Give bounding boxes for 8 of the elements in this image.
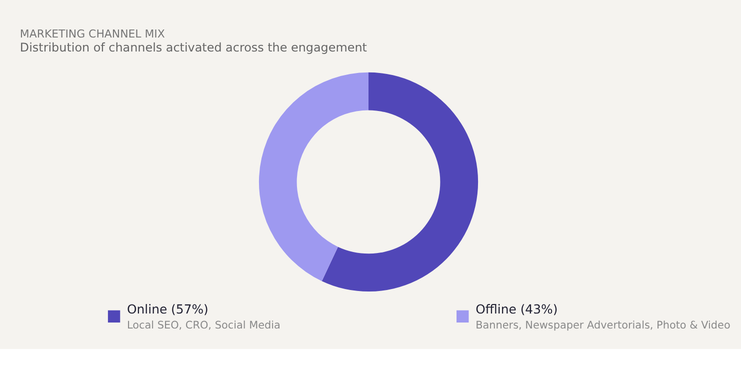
legend-label: Offline (43%) [476, 301, 558, 316]
donut-slice [322, 72, 478, 292]
chart-title: MARKETING CHANNEL MIX [20, 28, 166, 41]
legend-label: Online (57%) [126, 301, 208, 316]
text: Local SEO, CRO, Social Media [126, 319, 280, 332]
text: Banners, Newspaper Advertorials, Photo & Video [476, 319, 730, 332]
chart-subtitle: Distribution of channels activated across the engagement [20, 40, 368, 54]
donut-slice [258, 72, 369, 282]
